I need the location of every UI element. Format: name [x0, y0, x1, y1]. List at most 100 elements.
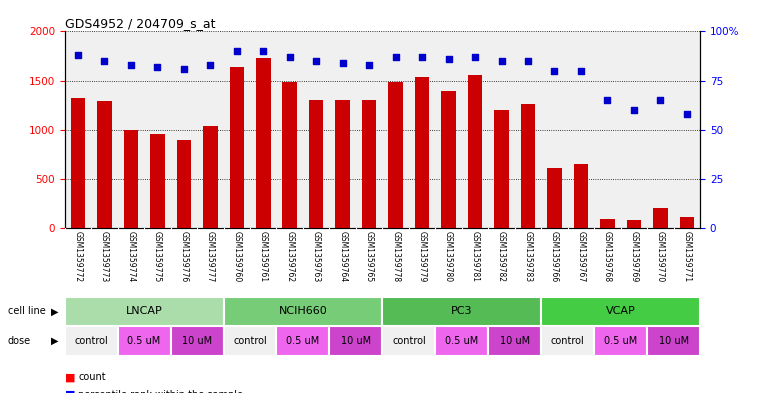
Bar — [494, 110, 509, 228]
Text: GSM1359767: GSM1359767 — [577, 231, 585, 283]
Point — [151, 64, 164, 70]
Text: 0.5 uM: 0.5 uM — [286, 336, 320, 346]
Text: control: control — [233, 336, 267, 346]
Text: percentile rank within the sample: percentile rank within the sample — [78, 390, 244, 393]
Bar — [309, 100, 323, 228]
Point — [178, 66, 190, 72]
Bar — [626, 220, 642, 228]
Point — [601, 97, 613, 103]
Point — [336, 60, 349, 66]
Bar — [177, 140, 191, 228]
Bar — [71, 98, 85, 228]
Point — [204, 62, 216, 68]
Bar — [65, 326, 118, 356]
Text: GSM1359775: GSM1359775 — [153, 231, 162, 283]
Text: cell line: cell line — [8, 307, 46, 316]
Point — [231, 48, 243, 54]
Text: GSM1359773: GSM1359773 — [100, 231, 109, 283]
Bar — [594, 326, 647, 356]
Bar — [230, 67, 244, 228]
Bar — [224, 326, 276, 356]
Bar — [362, 100, 377, 228]
Bar — [336, 100, 350, 228]
Text: GSM1359774: GSM1359774 — [126, 231, 135, 283]
Bar — [170, 326, 224, 356]
Text: GSM1359777: GSM1359777 — [205, 231, 215, 283]
Point — [549, 68, 561, 74]
Bar — [123, 130, 139, 228]
Bar — [653, 208, 667, 228]
Bar — [203, 126, 218, 228]
Bar — [388, 82, 403, 228]
Point — [495, 58, 508, 64]
Text: LNCAP: LNCAP — [126, 307, 163, 316]
Bar — [415, 77, 429, 228]
Point — [125, 62, 137, 68]
Text: GSM1359763: GSM1359763 — [312, 231, 320, 283]
Text: GSM1359768: GSM1359768 — [603, 231, 612, 283]
Text: 0.5 uM: 0.5 uM — [604, 336, 637, 346]
Text: control: control — [392, 336, 425, 346]
Text: ■: ■ — [65, 390, 75, 393]
Bar — [435, 326, 489, 356]
Point — [416, 54, 428, 60]
Text: 0.5 uM: 0.5 uM — [128, 336, 161, 346]
Point — [522, 58, 534, 64]
Point — [575, 68, 587, 74]
Text: GDS4952 / 204709_s_at: GDS4952 / 204709_s_at — [65, 17, 215, 30]
Text: GSM1359766: GSM1359766 — [550, 231, 559, 283]
Point — [363, 62, 375, 68]
Point — [257, 48, 269, 54]
Bar — [600, 219, 615, 228]
Point — [442, 56, 454, 62]
Bar — [150, 134, 164, 228]
Text: 10 uM: 10 uM — [341, 336, 371, 346]
Text: GSM1359783: GSM1359783 — [524, 231, 533, 283]
Text: GSM1359782: GSM1359782 — [497, 231, 506, 283]
Bar — [276, 326, 330, 356]
Point — [654, 97, 667, 103]
Point — [628, 107, 640, 113]
Text: GSM1359761: GSM1359761 — [259, 231, 268, 283]
Text: PC3: PC3 — [451, 307, 473, 316]
Bar — [382, 326, 435, 356]
Text: GSM1359762: GSM1359762 — [285, 231, 295, 283]
Bar — [330, 326, 382, 356]
Text: ▶: ▶ — [51, 336, 59, 346]
Text: control: control — [75, 336, 108, 346]
Text: GSM1359772: GSM1359772 — [73, 231, 82, 283]
Text: GSM1359770: GSM1359770 — [656, 231, 665, 283]
Bar — [118, 326, 170, 356]
Text: 10 uM: 10 uM — [658, 336, 689, 346]
Bar — [224, 297, 382, 326]
Text: GSM1359760: GSM1359760 — [232, 231, 241, 283]
Bar — [680, 217, 694, 228]
Bar — [647, 326, 700, 356]
Bar — [547, 168, 562, 228]
Bar — [97, 101, 112, 228]
Bar — [489, 326, 541, 356]
Text: 0.5 uM: 0.5 uM — [445, 336, 479, 346]
Text: control: control — [551, 336, 584, 346]
Text: GSM1359764: GSM1359764 — [338, 231, 347, 283]
Text: GSM1359769: GSM1359769 — [629, 231, 638, 283]
Bar — [521, 104, 535, 228]
Text: GSM1359779: GSM1359779 — [418, 231, 427, 283]
Point — [310, 58, 323, 64]
Text: ■: ■ — [65, 372, 75, 382]
Bar — [382, 297, 541, 326]
Bar — [441, 92, 456, 228]
Point — [390, 54, 402, 60]
Point — [681, 111, 693, 117]
Bar — [541, 326, 594, 356]
Text: GSM1359765: GSM1359765 — [365, 231, 374, 283]
Text: 10 uM: 10 uM — [182, 336, 212, 346]
Text: dose: dose — [8, 336, 30, 346]
Bar — [541, 297, 700, 326]
Text: GSM1359780: GSM1359780 — [444, 231, 453, 283]
Bar — [65, 297, 224, 326]
Bar — [574, 164, 588, 228]
Bar — [468, 75, 482, 228]
Bar — [256, 58, 271, 228]
Point — [72, 52, 84, 58]
